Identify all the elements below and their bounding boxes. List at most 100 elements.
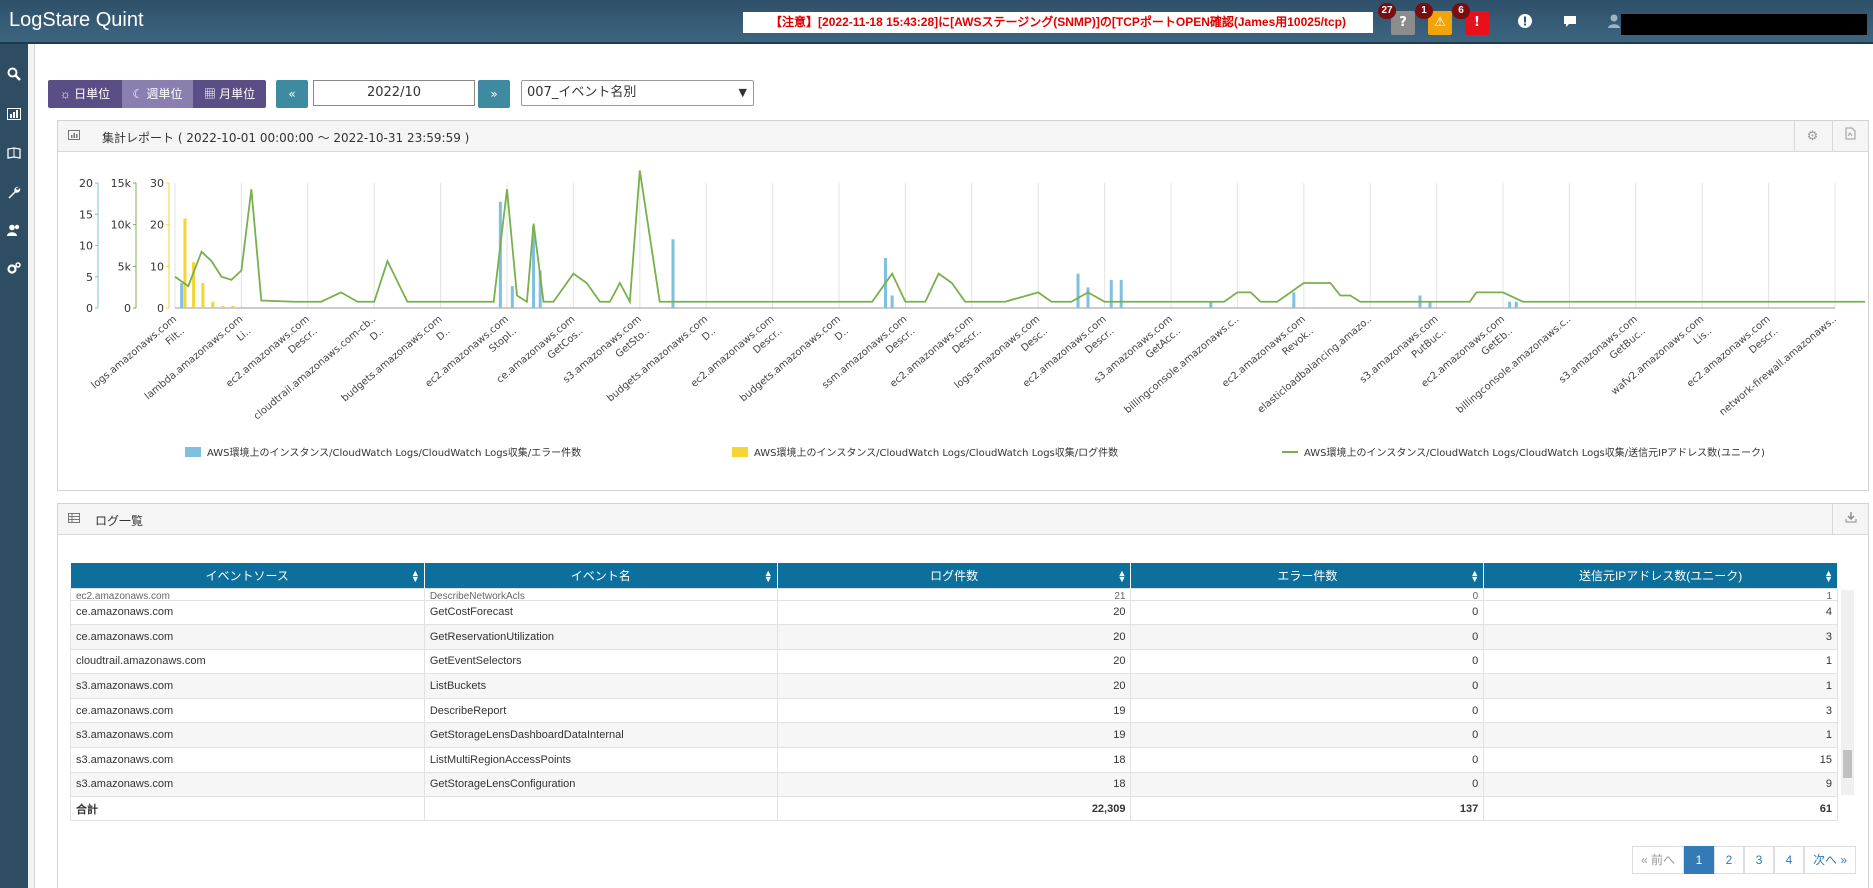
error-bar [1076, 273, 1080, 308]
table-row[interactable]: s3.amazonaws.com GetStorageLensDashboard… [70, 722, 1838, 749]
info-icon[interactable] [1515, 13, 1535, 33]
log-bar [241, 306, 245, 308]
error-axis-tick-label: 10 [79, 240, 93, 253]
column-header-event-name[interactable]: イベント名 ▲ ▼ [424, 563, 778, 588]
page-2-button[interactable]: 2 [1714, 846, 1744, 874]
sort-icon: ▲ ▼ [763, 568, 773, 584]
x-tick-label: D.. [700, 326, 718, 343]
chart-panel-icon [68, 129, 80, 143]
sort-icon: ▲ ▼ [1117, 568, 1127, 584]
scrollbar-thumb[interactable] [1843, 750, 1852, 778]
search-icon[interactable] [3, 66, 25, 88]
dashboard-icon[interactable] [3, 105, 25, 127]
cell-event-name: ListBuckets [423, 673, 778, 699]
legend-label: AWS環境上のインスタンス/CloudWatch Logs/CloudWatch… [1304, 446, 1765, 459]
page-4-button[interactable]: 4 [1774, 846, 1804, 874]
error-bar [538, 270, 542, 308]
cell-event-name: GetEventSelectors [423, 648, 778, 675]
period-input[interactable]: 2022/10 [313, 80, 475, 106]
sort-icon: ▲ ▼ [410, 568, 420, 584]
log-axis-tick-label: 15k [111, 177, 132, 190]
log-panel-title: ログ一覧 [95, 514, 144, 528]
sort-icon: ▲ ▼ [1470, 568, 1480, 584]
column-header-event-source[interactable]: イベントソース ▲ ▼ [70, 563, 425, 588]
x-tick-label: billingconsole.amazonaws.c.. [1123, 314, 1242, 416]
alert-banner[interactable]: 【注意】[2022-11-18 15:43:28]に[AWSステージング(SNM… [743, 12, 1373, 33]
total-empty [423, 796, 778, 822]
total-error-count: 137 [1130, 796, 1485, 822]
next-page-button[interactable]: 次へ » [1804, 846, 1856, 874]
table-row[interactable]: cloudtrail.amazonaws.com GetEventSelecto… [70, 648, 1838, 675]
book-icon[interactable] [3, 144, 25, 166]
column-label: 送信元IPアドレス数(ユニーク) [1578, 568, 1743, 583]
sidebar [0, 44, 28, 888]
comment-icon[interactable] [1560, 13, 1580, 33]
cell-log-count: 19 [776, 697, 1132, 724]
table-scrollbar[interactable] [1841, 590, 1854, 795]
table-row[interactable]: s3.amazonaws.com ListBuckets 20 0 1 [70, 673, 1838, 699]
question-icon[interactable]: ? 27 [1378, 3, 1415, 35]
cell-unique-ip: 1 [1483, 587, 1838, 601]
table-icon [68, 512, 80, 526]
table-row[interactable]: ce.amazonaws.com GetCostForecast 20 0 4 [70, 599, 1838, 626]
day-unit-button[interactable]: ☼ 日単位 [48, 80, 122, 108]
cell-event-source: ce.amazonaws.com [70, 697, 425, 724]
table-row[interactable]: ce.amazonaws.com GetReservationUtilizati… [70, 624, 1838, 650]
gear-icon[interactable]: ⚙ [1794, 121, 1830, 152]
download-icon[interactable] [1832, 504, 1868, 535]
log-panel-header: ログ一覧 [58, 504, 1868, 535]
log-bar [201, 283, 205, 308]
error-axis-tick-label: 5 [86, 271, 93, 284]
cell-error-count: 0 [1130, 697, 1485, 724]
legend-label: AWS環境上のインスタンス/CloudWatch Logs/CloudWatch… [207, 446, 581, 459]
cell-unique-ip: 3 [1483, 697, 1838, 724]
table-row[interactable]: ec2.amazonaws.com DescribeNetworkAcls 21… [70, 587, 1838, 601]
column-header-unique-ip[interactable]: 送信元IPアドレス数(ユニーク) ▲ ▼ [1483, 563, 1838, 588]
user-name-redacted[interactable] [1621, 14, 1867, 35]
log-bar [211, 301, 215, 308]
x-tick-label: D.. [368, 326, 386, 343]
warning-icon[interactable]: ⚠ 1 [1415, 3, 1452, 35]
table-row[interactable]: s3.amazonaws.com ListMultiRegionAccessPo… [70, 747, 1838, 773]
column-header-log-count[interactable]: ログ件数 ▲ ▼ [777, 563, 1132, 588]
month-unit-button[interactable]: ▦ 月単位 [193, 80, 266, 108]
page-3-button[interactable]: 3 [1744, 846, 1774, 874]
app-title[interactable]: LogStare Quint [9, 9, 144, 31]
table-row[interactable]: s3.amazonaws.com GetStorageLensConfigura… [70, 771, 1838, 798]
cell-error-count: 0 [1130, 771, 1485, 798]
error-bar [180, 283, 184, 308]
cell-unique-ip: 1 [1483, 648, 1838, 675]
cell-error-count: 0 [1130, 648, 1485, 675]
day-unit-label: 日単位 [74, 87, 111, 101]
cell-error-count: 0 [1130, 747, 1485, 773]
cell-event-source: s3.amazonaws.com [70, 722, 425, 749]
users-icon[interactable] [3, 222, 25, 244]
report-select[interactable]: 007_イベント名別 ▼ [521, 80, 754, 106]
week-unit-button[interactable]: ☾ 週単位 [122, 80, 193, 108]
cell-event-name: DescribeNetworkAcls [423, 587, 778, 601]
cell-unique-ip: 1 [1483, 722, 1838, 749]
user-icon[interactable] [1604, 13, 1624, 33]
error-bar [1119, 279, 1123, 308]
table-row[interactable]: ce.amazonaws.com DescribeReport 19 0 3 [70, 697, 1838, 724]
log-bar [221, 305, 225, 308]
cell-event-name: GetReservationUtilization [423, 624, 778, 650]
error-bar [890, 295, 894, 308]
error-icon[interactable]: ! 6 [1452, 3, 1489, 35]
settings-icon[interactable] [3, 260, 25, 282]
wrench-icon[interactable] [3, 184, 25, 206]
cell-log-count: 21 [776, 587, 1132, 601]
prev-page-button[interactable]: « 前へ [1632, 846, 1684, 874]
error-axis-tick-label: 20 [79, 177, 93, 190]
next-period-button[interactable]: » [478, 80, 510, 108]
file-pdf-icon[interactable] [1832, 121, 1868, 152]
ip-axis-tick-label: 30 [150, 177, 164, 190]
prev-period-button[interactable]: « [276, 80, 308, 108]
error-axis-tick-label: 15 [79, 208, 93, 221]
page-1-button[interactable]: 1 [1684, 846, 1714, 874]
report-select-value: 007_イベント名別 [527, 85, 637, 100]
column-header-error-count[interactable]: エラー件数 ▲ ▼ [1130, 563, 1485, 588]
cell-log-count: 20 [776, 648, 1132, 675]
log-table: イベントソース ▲ ▼ イベント名 ▲ ▼ ログ件数 ▲ ▼ エラー件数 ▲ ▼ 送信元IPアド… [70, 563, 1838, 822]
cell-event-source: s3.amazonaws.com [70, 771, 425, 798]
